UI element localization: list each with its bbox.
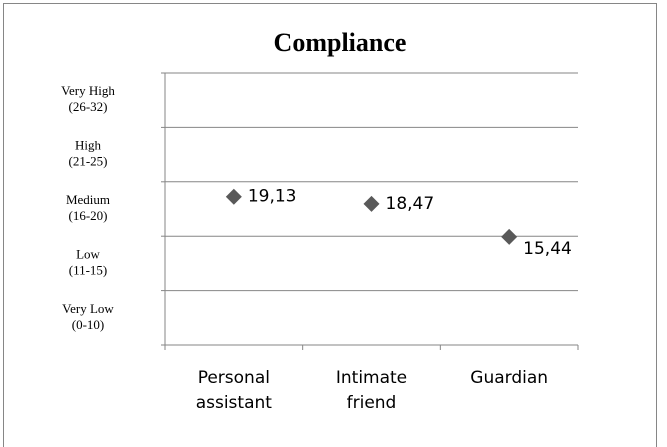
- data-label: 18,47: [386, 194, 435, 214]
- y-band-range: (21-25): [69, 154, 108, 169]
- y-band-label: Low: [76, 246, 100, 261]
- y-band-label: Very Low: [62, 301, 114, 316]
- y-band-label: High: [75, 138, 102, 153]
- chart-title: Compliance: [274, 28, 407, 57]
- marker: [363, 195, 380, 212]
- x-tick-label: Guardian: [470, 368, 548, 388]
- x-tick-label: Personal assistant: [196, 368, 273, 413]
- chart-border: [3, 3, 657, 447]
- y-band-label: Medium: [66, 192, 110, 207]
- y-band-range: (26-32): [69, 99, 108, 114]
- x-tick-label: Intimate friend: [336, 368, 407, 413]
- y-band-range: (11-15): [69, 262, 108, 277]
- marker: [501, 228, 518, 245]
- data-label: 19,13: [248, 187, 297, 207]
- marker: [225, 188, 242, 205]
- y-band-label: Very High: [61, 83, 115, 98]
- y-band-range: (0-10): [72, 317, 105, 332]
- data-label: 15,44: [523, 239, 572, 259]
- y-band-range: (16-20): [69, 208, 108, 223]
